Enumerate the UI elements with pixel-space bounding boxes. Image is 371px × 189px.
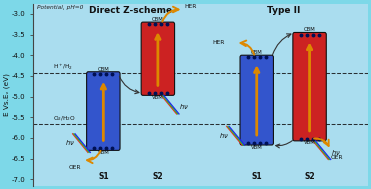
Text: VBM: VBM [251,145,263,149]
FancyBboxPatch shape [141,22,175,95]
FancyBboxPatch shape [240,55,273,145]
Text: VBM: VBM [152,95,164,100]
Text: VBM: VBM [98,150,109,155]
Text: VBM: VBM [304,140,315,145]
Text: S1: S1 [252,172,262,181]
Text: O$_2$/H$_2$O: O$_2$/H$_2$O [53,114,76,123]
FancyBboxPatch shape [293,33,326,141]
Text: CBM: CBM [304,27,315,33]
Text: Potential, pH=0: Potential, pH=0 [37,5,83,10]
Text: S2: S2 [304,172,315,181]
Text: CBM: CBM [251,50,263,55]
FancyBboxPatch shape [86,72,120,150]
Text: $h\nu$: $h\nu$ [65,138,75,147]
Text: CBM: CBM [152,17,164,22]
Text: S2: S2 [152,172,163,181]
Text: $h\nu$: $h\nu$ [331,147,341,156]
Text: OER: OER [331,156,343,160]
Text: Direct Z-scheme: Direct Z-scheme [89,6,172,15]
Text: H$^+$/H$_2$: H$^+$/H$_2$ [53,62,73,72]
Text: HER: HER [184,5,197,9]
Y-axis label: E Vs.Eᵥ (eV): E Vs.Eᵥ (eV) [3,73,10,116]
Text: CBM: CBM [98,67,109,72]
Text: $h\nu$: $h\nu$ [219,131,229,139]
Text: HER: HER [213,40,225,45]
Text: $h\nu$: $h\nu$ [179,102,189,111]
Text: OER: OER [69,165,81,170]
Text: S1: S1 [98,172,109,181]
Text: Type II: Type II [267,6,301,15]
